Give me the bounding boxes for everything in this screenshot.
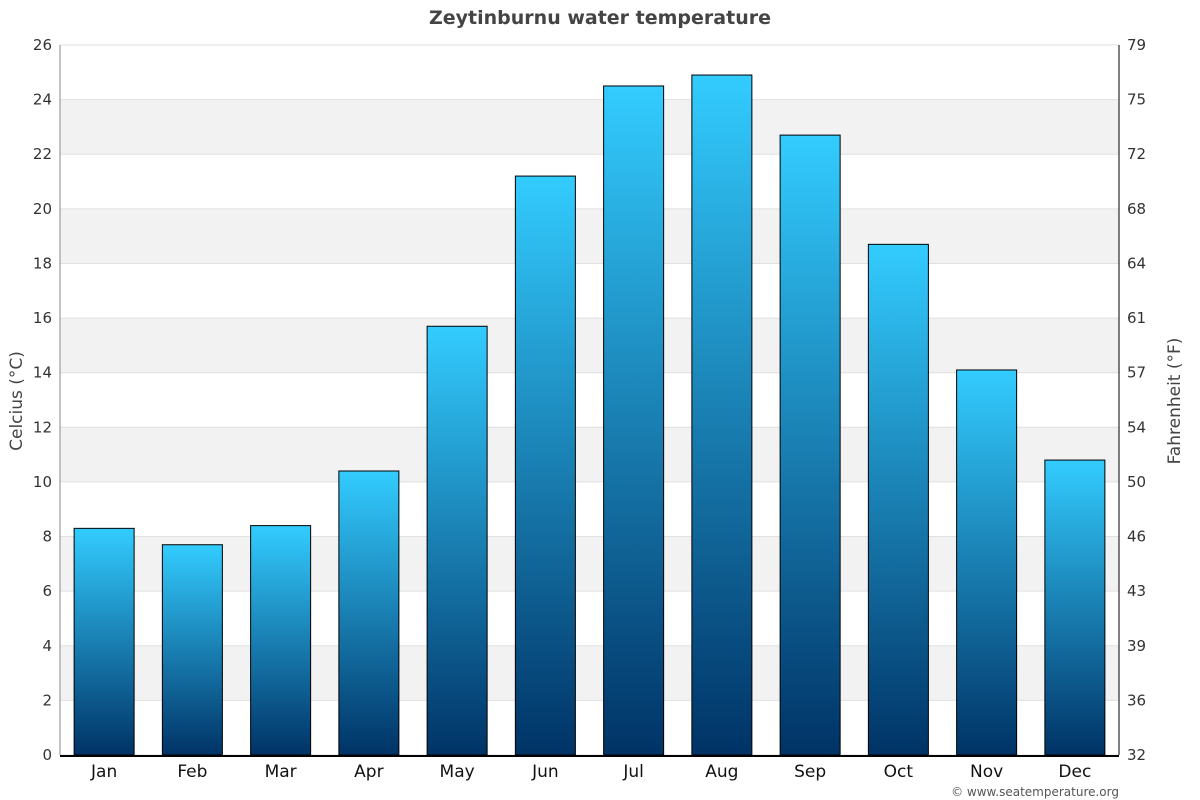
y2-axis-label: Fahrenheit (°F): [1165, 338, 1185, 465]
grid-band: [60, 208, 1119, 264]
bar-aug: [691, 74, 753, 756]
bar-jun: [514, 175, 576, 756]
grid-band: [60, 427, 1119, 482]
y2-tick-label: 79: [1127, 36, 1146, 54]
grid-band: [60, 99, 1119, 155]
y2-tick-label: 43: [1127, 582, 1146, 600]
x-tick-labels: Jan Feb Mar Apr May Jun Jul Aug Sep Oct Nov Dec: [90, 762, 1091, 782]
y2-tick-label: 32: [1127, 746, 1146, 764]
y-tick-label: 0: [42, 746, 52, 764]
x-tick-label: Oct: [884, 762, 914, 782]
x-tick-label: Dec: [1058, 762, 1091, 782]
bar-mar: [250, 525, 312, 756]
y-tick-label: 12: [33, 418, 52, 436]
bar-dec: [1044, 459, 1106, 756]
bars: [73, 74, 1106, 756]
grid-band: [60, 536, 1119, 592]
x-tick-label: Jul: [622, 762, 644, 782]
y2-tick-label: 64: [1127, 254, 1146, 272]
y2-tick-label: 36: [1127, 691, 1146, 709]
y2-tick-label: 46: [1127, 528, 1146, 546]
bar-sep: [779, 134, 841, 756]
bar-oct: [867, 243, 929, 756]
y-tick-label: 4: [42, 637, 52, 655]
y-tick-label: 26: [33, 36, 52, 54]
grid-band: [60, 645, 1119, 701]
chart-title: Zeytinburnu water temperature: [429, 7, 771, 29]
y-tick-label: 10: [33, 473, 52, 491]
x-tick-label: Apr: [354, 762, 383, 782]
x-tick-label: May: [440, 762, 475, 782]
y2-tick-label: 75: [1127, 91, 1146, 109]
y-tick-label: 8: [42, 528, 52, 546]
grid-band: [60, 318, 1119, 373]
y-tick-label: 16: [33, 309, 52, 327]
x-tick-label: Mar: [265, 762, 297, 782]
y2-tick-label: 68: [1127, 200, 1146, 218]
y2-tick-labels: 32 36 39 43 46 50 54 57 61 64 68 72 75 79: [1127, 36, 1146, 764]
y-tick-label: 2: [42, 691, 52, 709]
bar-feb: [161, 544, 223, 756]
axes: [59, 45, 1120, 757]
y-axis-label: Celcius (°C): [7, 351, 27, 451]
bar-may: [426, 325, 488, 756]
y-tick-label: 24: [33, 91, 52, 109]
grid-bands: [60, 99, 1119, 701]
bar-nov: [956, 369, 1018, 756]
y2-tick-label: 50: [1127, 473, 1146, 491]
bar-apr: [338, 470, 400, 756]
y2-tick-label: 39: [1127, 637, 1146, 655]
y-tick-label: 14: [33, 364, 52, 382]
y2-tick-label: 54: [1127, 418, 1146, 436]
y2-tick-label: 72: [1127, 145, 1146, 163]
x-tick-label: Feb: [177, 762, 207, 782]
x-tick-label: Jan: [90, 762, 117, 782]
y-tick-label: 6: [42, 582, 52, 600]
x-tick-label: Nov: [970, 762, 1003, 782]
y2-tick-label: 61: [1127, 309, 1146, 327]
y2-tick-label: 57: [1127, 364, 1146, 382]
y-tick-label: 20: [33, 200, 52, 218]
bar-jul: [603, 85, 665, 756]
bar-jan: [73, 527, 135, 756]
y-tick-label: 18: [33, 254, 52, 272]
x-tick-label: Sep: [794, 762, 826, 782]
credit-text: © www.seatemperature.org: [951, 785, 1119, 799]
x-tick-label: Jun: [531, 762, 559, 782]
x-tick-label: Aug: [705, 762, 738, 782]
y-tick-label: 22: [33, 145, 52, 163]
